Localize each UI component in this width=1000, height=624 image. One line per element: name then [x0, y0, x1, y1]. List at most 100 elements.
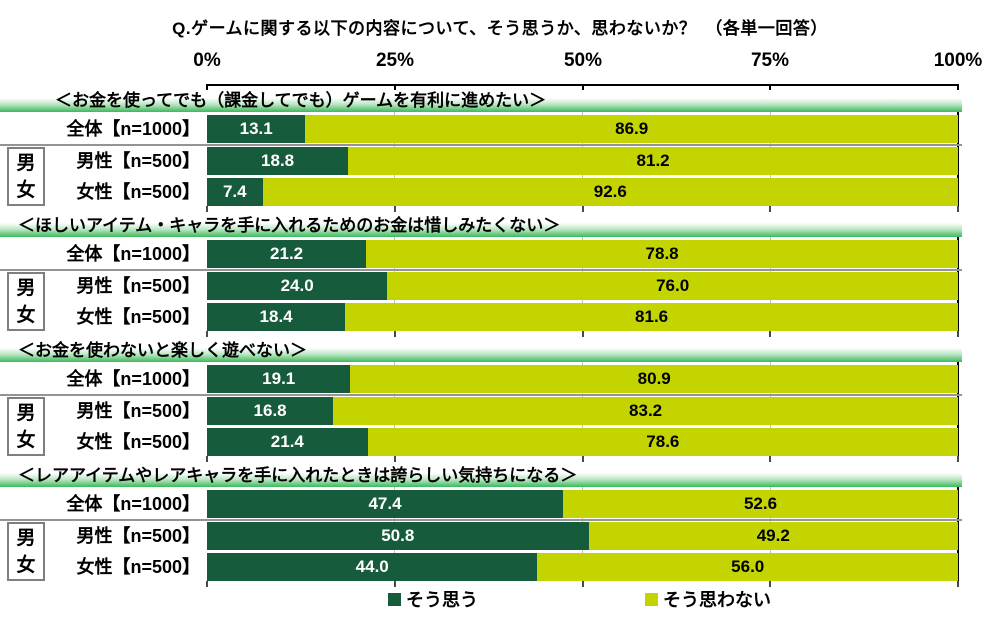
- disagree-segment: 76.0: [387, 272, 958, 300]
- gender-label-male: 男: [16, 277, 36, 299]
- section-header-band: ＜レアアイテムやレアキャラを手に入れたときは誇らしい気持ちになる＞: [0, 465, 962, 487]
- disagree-segment: 81.2: [348, 147, 958, 175]
- stacked-bar: 18.8 81.2: [207, 147, 958, 175]
- table-row: 女性【n=500】 21.4 78.6: [0, 428, 1000, 456]
- row-label: 女性【n=500】: [76, 432, 200, 452]
- disagree-segment: 81.6: [345, 303, 958, 331]
- row-label: 全体【n=1000】: [66, 369, 200, 389]
- agree-segment: 16.8: [207, 397, 334, 425]
- disagree-value: 76.0: [656, 276, 690, 295]
- chart-title: Q.ゲームに関する以下の内容について、そう思うか、思わないか？ （各単一回答）: [172, 19, 828, 38]
- gender-group-box: 男 女: [7, 147, 45, 206]
- agree-value: 47.4: [368, 494, 402, 513]
- disagree-value: 80.9: [637, 369, 671, 388]
- bottom-tick: [582, 331, 584, 337]
- agree-value: 50.8: [381, 526, 415, 545]
- axis-tick: [957, 84, 959, 93]
- agree-segment: 47.4: [207, 490, 563, 518]
- section-1: ＜お金を使ってでも（課金してでも）ゲームを有利に進めたい＞ 全体【n=1000】…: [0, 90, 1000, 215]
- axis-tick-label: 25%: [375, 50, 415, 71]
- agree-value: 7.4: [222, 182, 247, 201]
- bottom-tick: [582, 206, 584, 212]
- section-4: ＜レアアイテムやレアキャラを手に入れたときは誇らしい気持ちになる＞ 全体【n=1…: [0, 465, 1000, 590]
- axis-tick: [206, 84, 208, 93]
- gender-label-female: 女: [16, 179, 36, 201]
- legend-disagree-swatch-icon: [645, 592, 658, 606]
- agree-segment: 44.0: [207, 553, 538, 581]
- disagree-value: 92.6: [593, 182, 627, 201]
- stacked-bar: 24.0 76.0: [207, 272, 958, 300]
- row-label: 全体【n=1000】: [66, 244, 200, 264]
- agree-segment: 24.0: [207, 272, 388, 300]
- stacked-bar: 21.4 78.6: [207, 428, 958, 456]
- row-label: 女性【n=500】: [76, 307, 200, 327]
- agree-value: 13.1: [239, 119, 273, 138]
- agree-value: 16.8: [253, 401, 287, 420]
- disagree-segment: 52.6: [562, 490, 958, 518]
- disagree-value: 49.2: [756, 526, 790, 545]
- bottom-tick: [582, 456, 584, 462]
- bottom-tick: [769, 206, 771, 212]
- agree-segment: 7.4: [207, 178, 263, 206]
- agree-value: 21.2: [270, 244, 304, 263]
- agree-value: 18.4: [259, 307, 293, 326]
- disagree-value: 56.0: [731, 557, 765, 576]
- axis-tick-label: 50%: [563, 50, 603, 71]
- section-heading: ＜お金を使わないと楽しく遊べない＞: [18, 341, 307, 360]
- disagree-segment: 92.6: [262, 178, 958, 206]
- table-row: 全体【n=1000】 21.2 78.8: [0, 240, 1000, 268]
- gender-label-female: 女: [16, 304, 36, 326]
- bottom-tick: [394, 206, 396, 212]
- agree-segment: 18.4: [207, 303, 346, 331]
- disagree-value: 78.8: [645, 244, 679, 263]
- stacked-bar: 18.4 81.6: [207, 303, 958, 331]
- row-label: 男性【n=500】: [76, 401, 200, 421]
- table-row: 女性【n=500】 7.4 92.6: [0, 178, 1000, 206]
- table-row: 男性【n=500】 50.8 49.2: [0, 522, 1000, 550]
- legend-label: そう思う: [406, 590, 478, 610]
- axis-tick: [769, 84, 771, 93]
- row-label: 男性【n=500】: [76, 151, 200, 171]
- bottom-tick: [769, 331, 771, 337]
- gender-label-female: 女: [16, 554, 36, 576]
- table-row: 全体【n=1000】 47.4 52.6: [0, 490, 1000, 518]
- agree-value: 21.4: [270, 432, 304, 451]
- bottom-tick: [957, 206, 959, 212]
- bottom-tick: [394, 456, 396, 462]
- section-heading: ＜ほしいアイテム・キャラを手に入れるためのお金は惜しみたくない＞: [18, 216, 561, 235]
- bottom-tick: [957, 331, 959, 337]
- legend-agree-swatch-icon: [388, 592, 401, 606]
- disagree-value: 52.6: [743, 494, 778, 513]
- disagree-segment: 49.2: [588, 522, 958, 550]
- table-row: 全体【n=1000】 19.1 80.9: [0, 365, 1000, 393]
- bottom-tick: [769, 456, 771, 462]
- stacked-bar: 16.8 83.2: [207, 397, 958, 425]
- stacked-bar: 44.0 56.0: [207, 553, 958, 581]
- disagree-value: 81.6: [635, 307, 669, 326]
- section-heading: ＜レアアイテムやレアキャラを手に入れたときは誇らしい気持ちになる＞: [18, 466, 578, 485]
- stacked-bar: 50.8 49.2: [207, 522, 958, 550]
- bottom-tick: [206, 456, 208, 462]
- agree-value: 24.0: [280, 276, 314, 295]
- agree-value: 44.0: [355, 557, 389, 576]
- agree-value: 18.8: [261, 151, 295, 170]
- disagree-segment: 83.2: [333, 397, 958, 425]
- stacked-bar: 21.2 78.8: [207, 240, 958, 268]
- table-row: 女性【n=500】 44.0 56.0: [0, 553, 1000, 581]
- legend-item-agree: そう思う: [388, 589, 478, 610]
- disagree-value: 86.9: [615, 119, 649, 138]
- section-header-band: ＜お金を使わないと楽しく遊べない＞: [0, 340, 962, 362]
- disagree-segment: 86.9: [305, 115, 958, 143]
- section-3: ＜お金を使わないと楽しく遊べない＞ 全体【n=1000】 19.1 80.9 男…: [0, 340, 1000, 465]
- table-row: 男性【n=500】 24.0 76.0: [0, 272, 1000, 300]
- table-row: 男性【n=500】 18.8 81.2: [0, 147, 1000, 175]
- stacked-bar: 47.4 52.6: [207, 490, 958, 518]
- bottom-tick: [394, 331, 396, 337]
- gender-group-box: 男 女: [7, 397, 45, 456]
- section-heading: ＜お金を使ってでも（課金してでも）ゲームを有利に進めたい＞: [55, 91, 547, 110]
- bottom-tick: [206, 331, 208, 337]
- legend-label: そう思わない: [663, 590, 771, 610]
- gender-group-box: 男 女: [7, 272, 45, 331]
- agree-segment: 50.8: [207, 522, 589, 550]
